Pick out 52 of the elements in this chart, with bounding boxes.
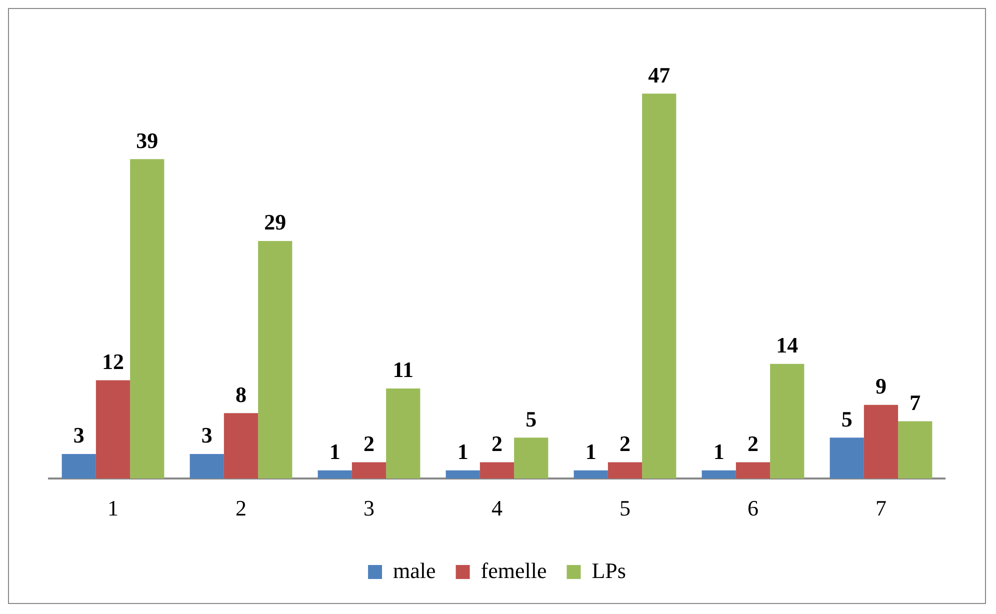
data-label: 5 — [841, 406, 852, 432]
legend-label: LPs — [592, 558, 626, 583]
bar — [224, 413, 258, 479]
data-label: 1 — [329, 439, 340, 464]
data-label: 5 — [526, 406, 537, 432]
data-label: 2 — [492, 430, 502, 456]
bar — [514, 438, 548, 479]
data-label: 1 — [457, 439, 468, 464]
bar — [386, 388, 420, 479]
x-tick-label: 5 — [620, 496, 630, 521]
x-tick-label: 1 — [108, 496, 118, 521]
data-label: 3 — [201, 422, 212, 448]
bar — [830, 438, 864, 479]
x-tick-label: 3 — [364, 496, 374, 521]
legend-label: femelle — [480, 558, 547, 583]
data-label: 3 — [73, 422, 84, 448]
data-label: 2 — [620, 430, 630, 456]
bar — [770, 364, 804, 479]
bar — [574, 470, 608, 479]
data-label: 2 — [364, 430, 374, 456]
data-label: 2 — [748, 430, 758, 456]
bar — [864, 404, 898, 479]
data-label: 12 — [102, 348, 124, 374]
bar — [608, 462, 642, 479]
data-label: 1 — [585, 439, 596, 464]
data-label: 47 — [648, 62, 670, 88]
legend-label: male — [393, 558, 436, 583]
bar — [62, 454, 96, 479]
bar — [480, 462, 514, 479]
bar — [446, 470, 480, 479]
data-label: 9 — [876, 374, 886, 399]
bar — [352, 462, 386, 479]
x-tick-label: 2 — [236, 496, 246, 521]
x-tick-label: 4 — [492, 496, 502, 521]
data-label: 14 — [776, 332, 798, 358]
data-label: 8 — [236, 382, 246, 407]
bar — [96, 380, 130, 479]
data-label: 39 — [136, 128, 158, 153]
bar — [642, 94, 676, 479]
x-tick-label: 7 — [876, 496, 886, 521]
data-label: 7 — [910, 390, 921, 415]
bar — [736, 462, 770, 479]
bar — [190, 454, 224, 479]
bar — [130, 159, 164, 479]
data-label: 29 — [264, 210, 286, 235]
bar — [318, 470, 352, 479]
x-tick-label: 6 — [748, 496, 758, 521]
data-label: 11 — [392, 357, 414, 382]
bar — [702, 470, 736, 479]
bar — [258, 241, 292, 479]
data-label: 1 — [713, 439, 724, 464]
bar — [898, 421, 932, 479]
